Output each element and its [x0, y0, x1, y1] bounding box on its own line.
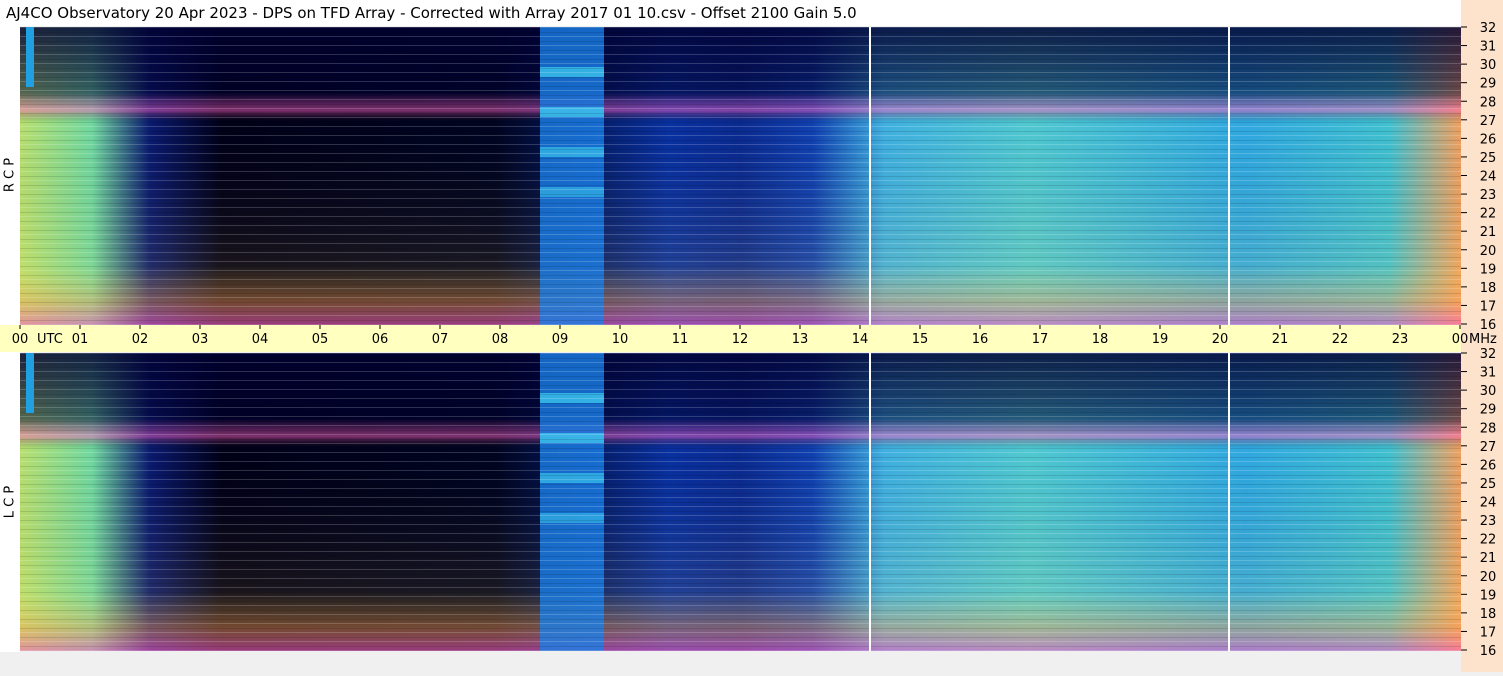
freq-label: 20: [1480, 570, 1497, 585]
freq-label: 22: [1480, 533, 1497, 548]
time-label: 01: [72, 332, 89, 347]
freq-label: 25: [1480, 477, 1497, 492]
freq-label: 24: [1480, 170, 1497, 185]
time-label: 00: [12, 332, 29, 347]
freq-label: 27: [1480, 440, 1497, 455]
freq-label: 24: [1480, 496, 1497, 511]
time-label: 14: [852, 332, 869, 347]
time-label: 02: [132, 332, 149, 347]
axes: R C P L C P 00 01 02 03 04 05 06 07 08 09 10 11 12 13 14…: [3, 21, 1497, 659]
time-label: 04: [252, 332, 269, 347]
polarization-label: R C P: [3, 158, 18, 192]
freq-label: 19: [1480, 588, 1497, 603]
spectrogram-lcp: [20, 353, 1461, 651]
freq-label: 23: [1480, 188, 1497, 203]
freq-label: 32: [1480, 21, 1497, 36]
freq-label: 29: [1480, 403, 1497, 418]
freq-label: 23: [1480, 514, 1497, 529]
freq-label: 31: [1480, 40, 1497, 55]
freq-label: 30: [1480, 58, 1497, 73]
freq-label: 22: [1480, 207, 1497, 222]
time-label: 13: [792, 332, 809, 347]
time-label: 16: [972, 332, 989, 347]
freq-label: 28: [1480, 95, 1497, 110]
time-label: 09: [552, 332, 569, 347]
mhz-label: MHz: [1469, 332, 1497, 347]
freq-label: 27: [1480, 114, 1497, 129]
time-label: 05: [312, 332, 329, 347]
freq-label: 17: [1480, 299, 1497, 314]
freq-label: 20: [1480, 244, 1497, 259]
time-label: 23: [1392, 332, 1409, 347]
time-label: 21: [1272, 332, 1289, 347]
freq-label: 18: [1480, 607, 1497, 622]
time-label: 17: [1032, 332, 1049, 347]
time-label: 00: [1452, 332, 1469, 347]
freq-label: 21: [1480, 551, 1497, 566]
time-strip: [0, 325, 1461, 352]
freq-label: 25: [1480, 151, 1497, 166]
time-label: 20: [1212, 332, 1229, 347]
freq-label: 21: [1480, 225, 1497, 240]
time-label: 07: [432, 332, 449, 347]
freq-label: 26: [1480, 132, 1497, 147]
freq-label: 32: [1480, 347, 1497, 362]
title-bar: [0, 0, 1503, 26]
freq-label: 30: [1480, 384, 1497, 399]
time-label: 22: [1332, 332, 1349, 347]
polarization-label: L C P: [3, 486, 18, 519]
spectrogram-rcp: [20, 27, 1461, 325]
freq-label: 19: [1480, 262, 1497, 277]
time-label: 08: [492, 332, 509, 347]
time-label: 15: [912, 332, 929, 347]
freq-label: 16: [1480, 644, 1497, 659]
utc-label: UTC: [37, 332, 63, 347]
freq-label: 29: [1480, 77, 1497, 92]
time-label: 12: [732, 332, 749, 347]
freq-label: 31: [1480, 366, 1497, 381]
time-label: 10: [612, 332, 629, 347]
freq-label: 17: [1480, 625, 1497, 640]
freq-label: 28: [1480, 421, 1497, 436]
time-label: 03: [192, 332, 209, 347]
freq-label: 18: [1480, 281, 1497, 296]
time-label: 06: [372, 332, 389, 347]
time-label: 18: [1092, 332, 1109, 347]
window-title: AJ4CO Observatory 20 Apr 2023 - DPS on T…: [6, 4, 857, 22]
time-label: 19: [1152, 332, 1169, 347]
freq-label: 16: [1480, 318, 1497, 333]
time-label: 11: [672, 332, 689, 347]
freq-label: 26: [1480, 458, 1497, 473]
freq-strip: [1461, 0, 1503, 672]
